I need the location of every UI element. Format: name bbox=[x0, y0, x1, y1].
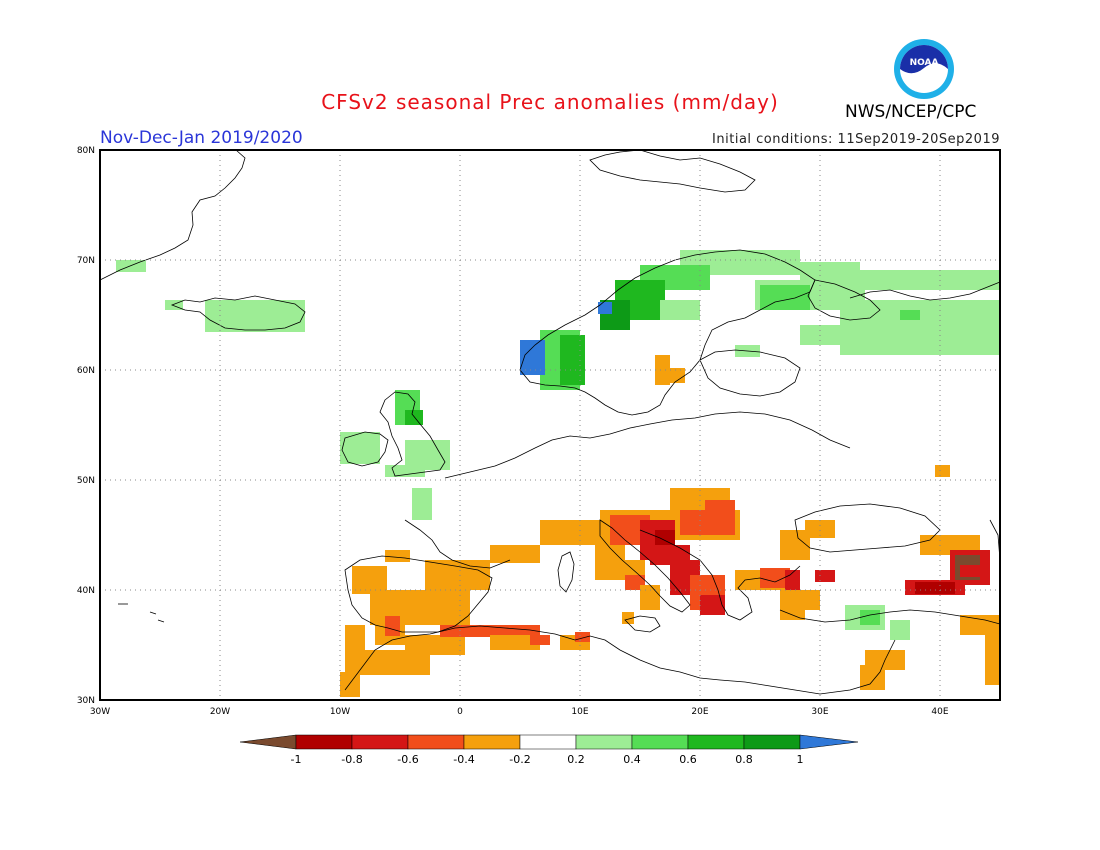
anomaly-cell bbox=[805, 520, 835, 538]
coastlines bbox=[99, 149, 1001, 695]
anomaly-cell bbox=[345, 625, 365, 650]
anomaly-cell bbox=[985, 625, 1000, 685]
initial-conditions-label: Initial conditions: 11Sep2019-20Sep2019 bbox=[712, 132, 1000, 147]
anomaly-cell bbox=[165, 300, 183, 310]
lat-label: 30N bbox=[77, 696, 95, 706]
anomaly-cell bbox=[490, 545, 540, 563]
lat-label: 50N bbox=[77, 476, 95, 486]
anomaly-cell bbox=[705, 500, 735, 520]
anomaly-cell bbox=[425, 560, 490, 590]
anomaly-cell bbox=[840, 300, 1000, 355]
anomaly-cell bbox=[645, 598, 657, 610]
anomaly-cell bbox=[890, 620, 910, 640]
colorbar-box bbox=[631, 734, 689, 750]
colorbar-tick-label: -0.8 bbox=[341, 753, 362, 766]
colorbar-tick-label: -0.6 bbox=[397, 753, 418, 766]
colorbar-boxes bbox=[295, 734, 801, 750]
lon-label: 40E bbox=[931, 707, 948, 717]
colorbar-box bbox=[687, 734, 745, 750]
colorbar-tick-label: 0.8 bbox=[735, 753, 753, 766]
lon-label: 20W bbox=[210, 707, 230, 717]
anomaly-cell bbox=[660, 300, 700, 320]
anomaly-cell bbox=[385, 465, 425, 477]
colorbar-box bbox=[351, 734, 409, 750]
colorbar-tick-label: -0.2 bbox=[509, 753, 530, 766]
anomaly-cell bbox=[622, 612, 634, 624]
logo-text: NOAA bbox=[910, 58, 939, 68]
anomaly-cell bbox=[665, 368, 685, 383]
anomaly-cell bbox=[800, 262, 860, 280]
colorbar-box bbox=[463, 734, 521, 750]
anomaly-cell bbox=[455, 625, 540, 637]
anomaly-cell bbox=[915, 582, 955, 594]
colorbar-tick-label: -0.4 bbox=[453, 753, 474, 766]
lon-label: 10E bbox=[571, 707, 588, 717]
colorbar-box bbox=[519, 734, 577, 750]
colorbar-box bbox=[407, 734, 465, 750]
anomaly-cell bbox=[340, 672, 360, 697]
lat-label: 40N bbox=[77, 586, 95, 596]
anomaly-cell bbox=[575, 632, 590, 642]
anomaly-cell bbox=[815, 570, 835, 582]
lon-label: 30W bbox=[90, 707, 110, 717]
anomaly-cell bbox=[598, 302, 612, 314]
anomaly-cell bbox=[385, 550, 410, 562]
anomaly-cell bbox=[785, 570, 800, 590]
anomaly-cells bbox=[116, 250, 1000, 697]
anomaly-cell bbox=[405, 410, 423, 425]
anomaly-cell bbox=[385, 616, 400, 636]
colorbar-low-arrow bbox=[239, 734, 297, 750]
agency-label: NWS/NCEP/CPC bbox=[845, 102, 977, 122]
colorbar-box bbox=[575, 734, 633, 750]
anomaly-cell bbox=[900, 310, 920, 320]
noaa-logo: NOAA bbox=[894, 39, 954, 99]
colorbar-ticks: -1 -0.8 -0.6 -0.4 -0.2 0.2 0.4 0.6 0.8 1 bbox=[291, 753, 804, 766]
anomaly-cell bbox=[860, 270, 1000, 290]
colorbar-box bbox=[295, 734, 353, 750]
lat-label: 60N bbox=[77, 366, 95, 376]
anomaly-cell bbox=[700, 595, 725, 615]
lat-label: 80N bbox=[77, 146, 95, 156]
lon-label: 0 bbox=[457, 707, 463, 717]
anomaly-cell bbox=[780, 605, 805, 620]
anomaly-cell bbox=[760, 568, 790, 588]
anomaly-cell bbox=[530, 635, 550, 645]
map-title: CFSv2 seasonal Prec anomalies (mm/day) bbox=[321, 90, 779, 114]
anomaly-cell bbox=[860, 610, 880, 625]
latitude-labels: 80N 70N 60N 50N 40N 30N bbox=[77, 146, 95, 706]
anomaly-cell bbox=[540, 520, 600, 545]
colorbar-tick-label: 0.2 bbox=[567, 753, 585, 766]
lat-label: 70N bbox=[77, 256, 95, 266]
lon-label: 10W bbox=[330, 707, 350, 717]
anomaly-cell bbox=[412, 488, 432, 520]
graticule bbox=[100, 150, 1000, 700]
lon-label: 30E bbox=[811, 707, 828, 717]
colorbar-box bbox=[743, 734, 801, 750]
longitude-labels: 30W 20W 10W 0 10E 20E 30E 40E bbox=[90, 707, 949, 717]
colorbar-tick-label: 0.4 bbox=[623, 753, 641, 766]
colorbar-high-arrow bbox=[799, 734, 859, 750]
anomaly-cell bbox=[935, 465, 950, 477]
season-label: Nov-Dec-Jan 2019/2020 bbox=[100, 128, 303, 148]
colorbar-tick-label: 1 bbox=[797, 753, 804, 766]
colorbar-tick-label: -1 bbox=[291, 753, 302, 766]
lon-label: 20E bbox=[691, 707, 708, 717]
anomaly-cell bbox=[560, 335, 585, 385]
anomaly-cell bbox=[352, 566, 387, 594]
colorbar-tick-label: 0.6 bbox=[679, 753, 697, 766]
anomaly-cell bbox=[960, 565, 980, 577]
map-frame bbox=[99, 149, 1001, 701]
anomaly-cell bbox=[490, 635, 540, 650]
